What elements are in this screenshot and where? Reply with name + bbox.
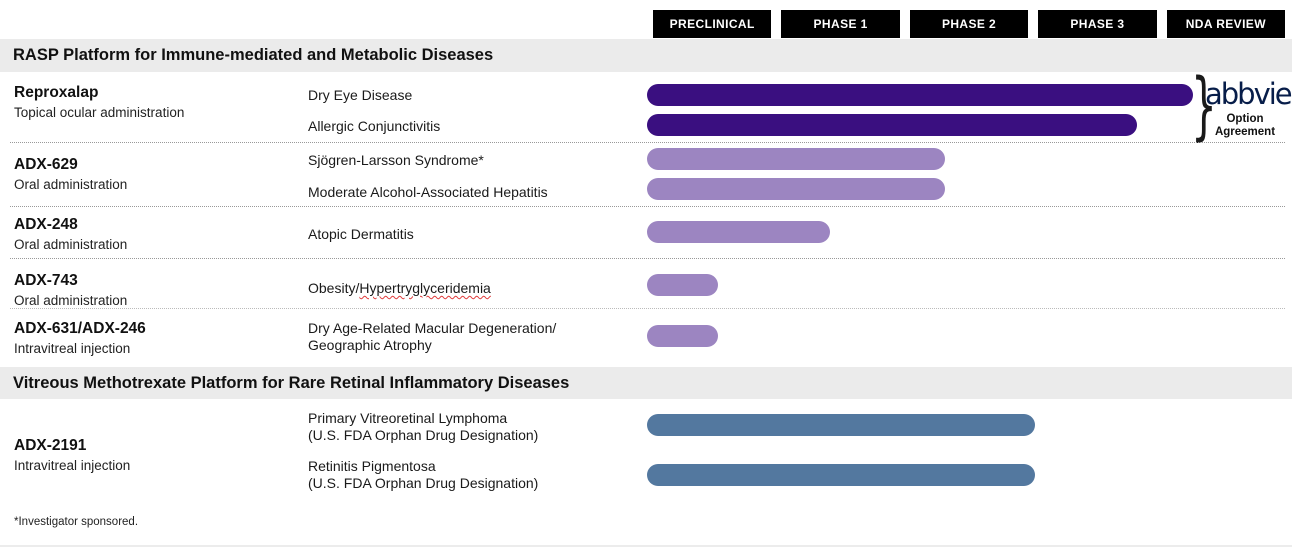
drug-route: Oral administration bbox=[14, 293, 128, 308]
phase-header-nda-review: NDA REVIEW bbox=[1166, 10, 1286, 38]
indication-text: Obesity/ bbox=[308, 280, 360, 296]
pipeline-bar-moderate-alcohol-associated-hepatitis bbox=[647, 178, 945, 200]
drug-name: ADX-743 bbox=[14, 272, 78, 289]
indication-primary-vitreoretinal-lymphoma: Primary Vitreoretinal Lymphoma (U.S. FDA… bbox=[308, 410, 538, 444]
drug-name: ADX-2191 bbox=[14, 437, 87, 454]
separator-dotted bbox=[10, 308, 1285, 309]
indication-line2: (U.S. FDA Orphan Drug Designation) bbox=[308, 427, 539, 443]
option-agreement-line2: Agreement bbox=[1214, 126, 1276, 138]
separator-dotted bbox=[10, 258, 1285, 259]
indication-retinitis-pigmentosa: Retinitis Pigmentosa (U.S. FDA Orphan Dr… bbox=[308, 458, 538, 492]
drug-name: Reproxalap bbox=[14, 84, 99, 101]
indication-dry-eye-disease: Dry Eye Disease bbox=[308, 87, 413, 103]
drug-name: ADX-631/ADX-246 bbox=[14, 320, 146, 337]
section-header-rasp-platform: RASP Platform for Immune-mediated and Me… bbox=[0, 39, 1292, 72]
indication-moderate-alcohol-associated-hepatitis: Moderate Alcohol-Associated Hepatitis bbox=[308, 184, 548, 200]
drug-route: Oral administration bbox=[14, 237, 128, 252]
pipeline-bar-sjogren-larsson-syndrome bbox=[647, 148, 945, 170]
indication-allergic-conjunctivitis: Allergic Conjunctivitis bbox=[308, 118, 441, 134]
abbvie-logo: abbvie bbox=[1205, 77, 1292, 111]
drug-route: Intravitreal injection bbox=[14, 341, 131, 356]
bottom-divider bbox=[0, 545, 1292, 547]
drug-adx-248: ADX-248 Oral administration bbox=[14, 216, 127, 253]
indication-atopic-dermatitis: Atopic Dermatitis bbox=[308, 226, 414, 242]
pipeline-bar-allergic-conjunctivitis bbox=[647, 114, 1137, 136]
indication-text-spellcheck-flagged: Hypertryglyceridemia bbox=[359, 280, 491, 296]
drug-adx-743: ADX-743 Oral administration bbox=[14, 272, 127, 309]
phase-header-phase2: PHASE 2 bbox=[909, 10, 1029, 38]
drug-name: ADX-248 bbox=[14, 216, 78, 233]
separator-dotted bbox=[10, 142, 1285, 143]
option-agreement-label: Option Agreement bbox=[1198, 113, 1292, 139]
phase-header: PRECLINICAL PHASE 1 PHASE 2 PHASE 3 NDA … bbox=[653, 10, 1286, 38]
indication-line1: Primary Vitreoretinal Lymphoma bbox=[308, 410, 508, 426]
drug-route: Topical ocular administration bbox=[14, 105, 185, 120]
indication-sjogren-larsson-syndrome: Sjögren-Larsson Syndrome* bbox=[308, 152, 484, 168]
footnote-investigator-sponsored: *Investigator sponsored. bbox=[14, 516, 139, 528]
pipeline-bar-primary-vitreoretinal-lymphoma bbox=[647, 414, 1035, 436]
pipeline-bar-dry-eye-disease bbox=[647, 84, 1193, 106]
drug-name: ADX-629 bbox=[14, 156, 78, 173]
drug-adx-629: ADX-629 Oral administration bbox=[14, 156, 127, 193]
drug-adx-2191: ADX-2191 Intravitreal injection bbox=[14, 437, 130, 474]
pipeline-bar-atopic-dermatitis bbox=[647, 221, 830, 243]
option-agreement-brace: } bbox=[1191, 63, 1217, 149]
drug-route: Oral administration bbox=[14, 177, 128, 192]
indication-line1: Retinitis Pigmentosa bbox=[308, 458, 436, 474]
phase-header-phase3: PHASE 3 bbox=[1038, 10, 1157, 38]
indication-obesity-hypertryglyceridemia: Obesity/Hypertryglyceridemia bbox=[308, 278, 491, 298]
phase-header-preclinical: PRECLINICAL bbox=[653, 10, 772, 38]
drug-adx-631-adx-246: ADX-631/ADX-246 Intravitreal injection bbox=[14, 320, 146, 357]
option-agreement-line1: Option bbox=[1226, 113, 1264, 125]
indication-line2: Geographic Atrophy bbox=[308, 337, 432, 353]
phase-header-phase1: PHASE 1 bbox=[781, 10, 900, 38]
indication-line2: (U.S. FDA Orphan Drug Designation) bbox=[308, 475, 539, 491]
pipeline-bar-retinitis-pigmentosa bbox=[647, 464, 1035, 486]
drug-reproxalap: Reproxalap Topical ocular administration bbox=[14, 84, 184, 121]
section-header-vitreous-methotrexate-platform: Vitreous Methotrexate Platform for Rare … bbox=[0, 367, 1292, 399]
indication-line1: Dry Age-Related Macular Degeneration/ bbox=[308, 320, 557, 336]
separator-dotted bbox=[10, 206, 1285, 207]
pipeline-bar-dry-amd-geographic-atrophy bbox=[647, 325, 718, 347]
drug-route: Intravitreal injection bbox=[14, 458, 131, 473]
indication-dry-amd-geographic-atrophy: Dry Age-Related Macular Degeneration/ Ge… bbox=[308, 320, 556, 354]
pipeline-bar-obesity-hypertryglyceridemia bbox=[647, 274, 718, 296]
